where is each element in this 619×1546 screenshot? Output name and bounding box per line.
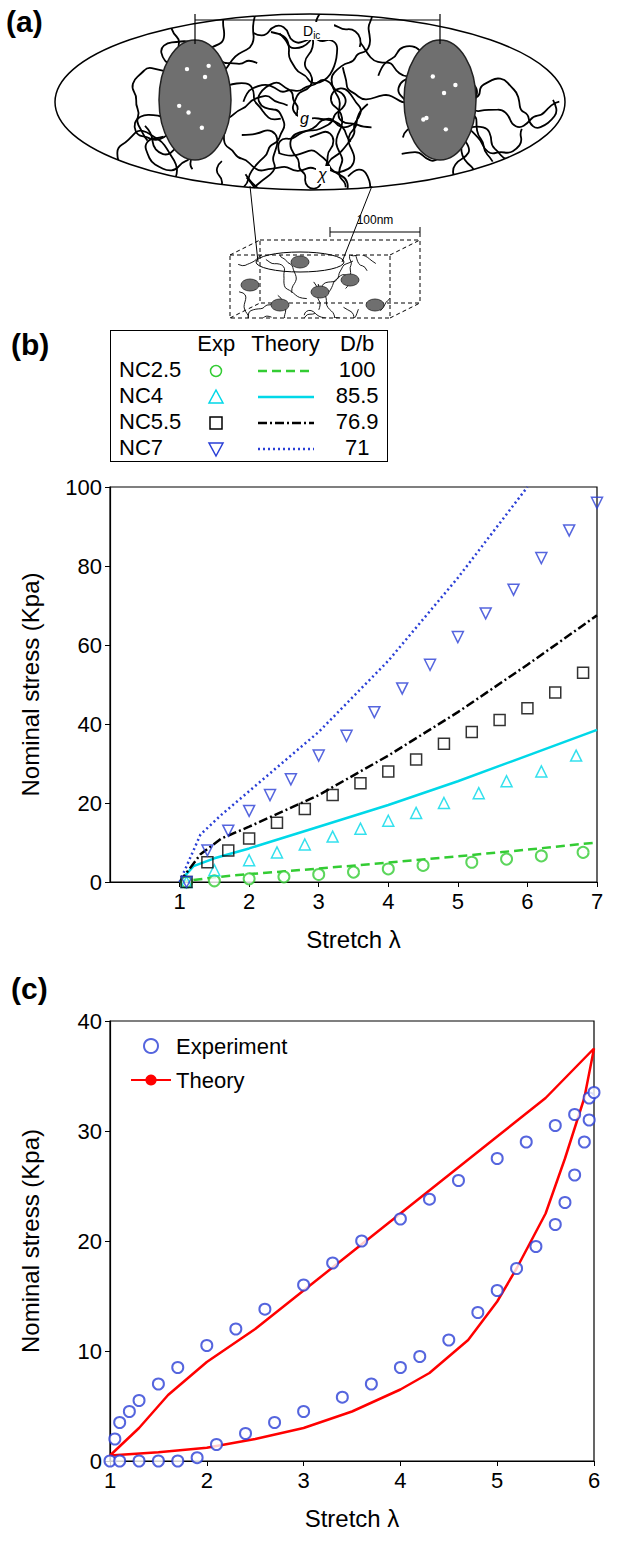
svg-text:6: 6 — [521, 889, 533, 914]
svg-text:80: 80 — [78, 554, 102, 579]
svg-text:1: 1 — [173, 889, 185, 914]
svg-text:g: g — [300, 110, 309, 127]
html-text:85.5: 85.5 — [335, 383, 379, 408]
svg-text:10: 10 — [78, 1339, 102, 1364]
svg-text:2: 2 — [243, 889, 255, 914]
svg-text:4: 4 — [394, 1468, 406, 1493]
svg-text:2: 2 — [201, 1468, 213, 1493]
svg-text:40: 40 — [78, 1009, 102, 1034]
svg-text:3: 3 — [313, 889, 325, 914]
html-text:NC2.5: NC2.5 — [119, 357, 182, 382]
html-text:Theory: Theory — [251, 331, 320, 356]
svg-text:5: 5 — [452, 889, 464, 914]
svg-text:7: 7 — [591, 889, 603, 914]
svg-text:Stretch λ: Stretch λ — [306, 926, 401, 953]
svg-text:(c): (c) — [11, 972, 48, 1005]
html-text:71: 71 — [344, 435, 370, 460]
html-text:Exp: Exp — [197, 331, 236, 356]
svg-text:(a): (a) — [6, 5, 43, 38]
svg-text:Theory: Theory — [176, 1068, 244, 1093]
svg-text:100: 100 — [65, 475, 102, 500]
svg-text:5: 5 — [491, 1468, 503, 1493]
svg-text:Nominal stress (Kpa): Nominal stress (Kpa) — [17, 572, 44, 796]
svg-text:100nm: 100nm — [357, 213, 394, 227]
svg-text:20: 20 — [78, 791, 102, 816]
svg-text:3: 3 — [297, 1468, 309, 1493]
svg-text:0: 0 — [90, 870, 102, 895]
svg-text:60: 60 — [78, 633, 102, 658]
html-text:NC5.5: NC5.5 — [119, 409, 182, 434]
html-text:D/b: D/b — [340, 331, 375, 356]
html-text:NC4: NC4 — [119, 383, 163, 408]
svg-text:Dic: Dic — [303, 23, 320, 41]
html-text:100: 100 — [338, 357, 376, 382]
svg-text:(b): (b) — [11, 328, 49, 361]
html-text:NC7: NC7 — [119, 435, 163, 460]
svg-text:Nominal stress (Kpa): Nominal stress (Kpa) — [17, 1129, 44, 1353]
svg-text:χ: χ — [316, 166, 327, 183]
svg-text:30: 30 — [78, 1119, 102, 1144]
svg-text:1: 1 — [104, 1468, 116, 1493]
svg-text:0: 0 — [90, 1449, 102, 1474]
svg-text:Experiment: Experiment — [176, 1034, 287, 1059]
svg-text:40: 40 — [78, 712, 102, 737]
svg-text:6: 6 — [588, 1468, 600, 1493]
svg-text:4: 4 — [382, 889, 394, 914]
html-text:76.9: 76.9 — [335, 409, 379, 434]
svg-text:Stretch λ: Stretch λ — [305, 1505, 400, 1532]
svg-text:20: 20 — [78, 1229, 102, 1254]
